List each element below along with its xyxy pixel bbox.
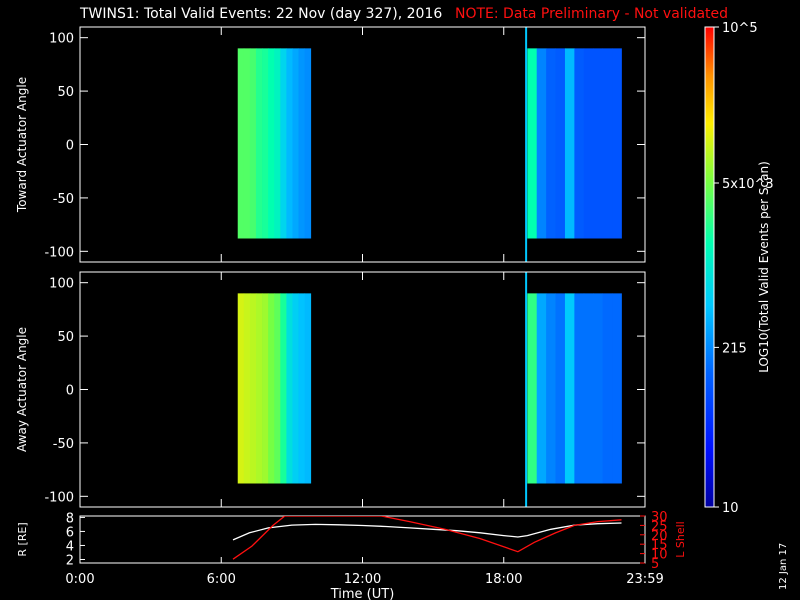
y-tick-label: 4 bbox=[66, 539, 74, 554]
heatmap-cell bbox=[243, 293, 251, 484]
heatmap-cell bbox=[574, 293, 585, 484]
heatmap-cell bbox=[583, 48, 594, 239]
heatmap-cell bbox=[527, 48, 538, 239]
heatmap-cell bbox=[555, 293, 566, 484]
heatmap-cell bbox=[243, 48, 251, 239]
heatmap-cell bbox=[268, 293, 275, 484]
heatmap-cell bbox=[298, 293, 306, 484]
heatmap-cell bbox=[255, 48, 263, 239]
away-actuator-panel: 100 50 0 -50 -100 Away Actuator Angle bbox=[15, 271, 646, 508]
heatmap-cell bbox=[274, 48, 281, 239]
y-axis-label: Toward Actuator Angle bbox=[15, 77, 29, 213]
heatmap-cell bbox=[536, 293, 547, 484]
heatmap-cell bbox=[249, 293, 257, 484]
panel-frame bbox=[79, 515, 646, 564]
heatmap-cell bbox=[304, 48, 312, 239]
heatmap-cell bbox=[286, 293, 293, 484]
lshell-line bbox=[232, 516, 622, 560]
y-tick-label-right: 5 bbox=[651, 557, 659, 572]
toward-actuator-panel: 100 50 0 -50 -100 Toward Actuator Angle bbox=[15, 26, 646, 263]
y-tick-label: -100 bbox=[44, 490, 74, 505]
heatmap-cell bbox=[564, 48, 575, 239]
plot-title: TWINS1: Total Valid Events: 22 Nov (day … bbox=[80, 6, 443, 22]
heatmap-cell bbox=[268, 48, 275, 239]
heatmap-cell bbox=[602, 48, 613, 239]
y-tick-label-right: 30 bbox=[651, 510, 668, 525]
heatmap-cell bbox=[292, 48, 299, 239]
heatmap-cell bbox=[546, 293, 556, 484]
y-tick-label: 0 bbox=[66, 384, 74, 399]
heatmap-cell bbox=[555, 48, 566, 239]
x-tick-label: 0:00 bbox=[65, 572, 94, 587]
colorbar-tick-label: 215 bbox=[722, 341, 747, 356]
heatmap-cell bbox=[602, 293, 613, 484]
colorbar-tick-label: 10 bbox=[722, 501, 739, 516]
heatmap-cell bbox=[298, 48, 306, 239]
heatmap-cell bbox=[274, 293, 281, 484]
colorbar-tick-label: 5x10^3 bbox=[722, 177, 774, 192]
y-tick-label: -50 bbox=[53, 192, 74, 207]
y-tick-label: 50 bbox=[57, 85, 74, 100]
heatmap-cell bbox=[574, 48, 585, 239]
heatmap-cell bbox=[546, 48, 556, 239]
preliminary-note: NOTE: Data Preliminary - Not validated bbox=[455, 6, 729, 22]
heatmap-cell bbox=[593, 48, 604, 239]
colorbar-tick-label: 10^5 bbox=[722, 21, 758, 36]
y-tick-label: -100 bbox=[44, 245, 74, 260]
y-axis-label: Away Actuator Angle bbox=[15, 327, 29, 452]
x-tick-label: 23:59 bbox=[626, 572, 663, 587]
heatmap-cell bbox=[262, 293, 269, 484]
heatmap-cell bbox=[564, 293, 575, 484]
heatmap-cell bbox=[583, 293, 594, 484]
colorbar-label: LOG10(Total Valid Events per Scan) bbox=[757, 161, 771, 373]
y-tick-label: 100 bbox=[49, 277, 74, 292]
y-axis-label: R [RE] bbox=[16, 522, 29, 556]
heatmap-cell bbox=[292, 293, 299, 484]
heatmap-cell bbox=[536, 48, 547, 239]
heatmap-cell bbox=[280, 293, 287, 484]
heatmap-cell bbox=[286, 48, 293, 239]
radius-line bbox=[232, 522, 622, 541]
heatmap-cell bbox=[304, 293, 312, 484]
y-tick-label: -50 bbox=[53, 437, 74, 452]
heatmap-cell bbox=[255, 293, 263, 484]
y-axis-label-right: L Shell bbox=[674, 521, 687, 557]
y-tick-label: 2 bbox=[66, 553, 74, 568]
y-tick-label-right: 15 bbox=[651, 538, 668, 553]
y-tick-label: 8 bbox=[66, 511, 74, 526]
heatmap-cell bbox=[237, 293, 245, 484]
heatmap-cell bbox=[280, 48, 287, 239]
y-tick-label-right: 25 bbox=[651, 519, 668, 534]
x-tick-label: 6:00 bbox=[207, 572, 236, 587]
heatmap-cell bbox=[612, 293, 622, 484]
heatmap-cell bbox=[237, 48, 245, 239]
y-tick-label: 6 bbox=[66, 525, 74, 540]
heatmap-cell bbox=[262, 48, 269, 239]
x-tick-label: 18:00 bbox=[485, 572, 522, 587]
colorbar: 10 215 5x10^3 10^5 LOG10(Total Valid Events … bbox=[704, 21, 774, 516]
heatmap-cell bbox=[527, 293, 538, 484]
x-tick-label: 12:00 bbox=[344, 572, 381, 587]
heatmap-cell bbox=[593, 293, 604, 484]
heatmap-cell bbox=[612, 48, 622, 239]
x-axis-label: Time (UT) bbox=[330, 587, 395, 600]
heatmap-cell bbox=[249, 48, 257, 239]
y-tick-label-right: 10 bbox=[651, 548, 668, 563]
y-tick-label: 100 bbox=[49, 32, 74, 47]
colorbar-scale bbox=[704, 26, 715, 508]
y-tick-label: 0 bbox=[66, 139, 74, 154]
y-tick-label: 50 bbox=[57, 330, 74, 345]
date-stamp: 12 Jan 17 bbox=[778, 543, 789, 590]
y-tick-label-right: 20 bbox=[651, 529, 668, 544]
